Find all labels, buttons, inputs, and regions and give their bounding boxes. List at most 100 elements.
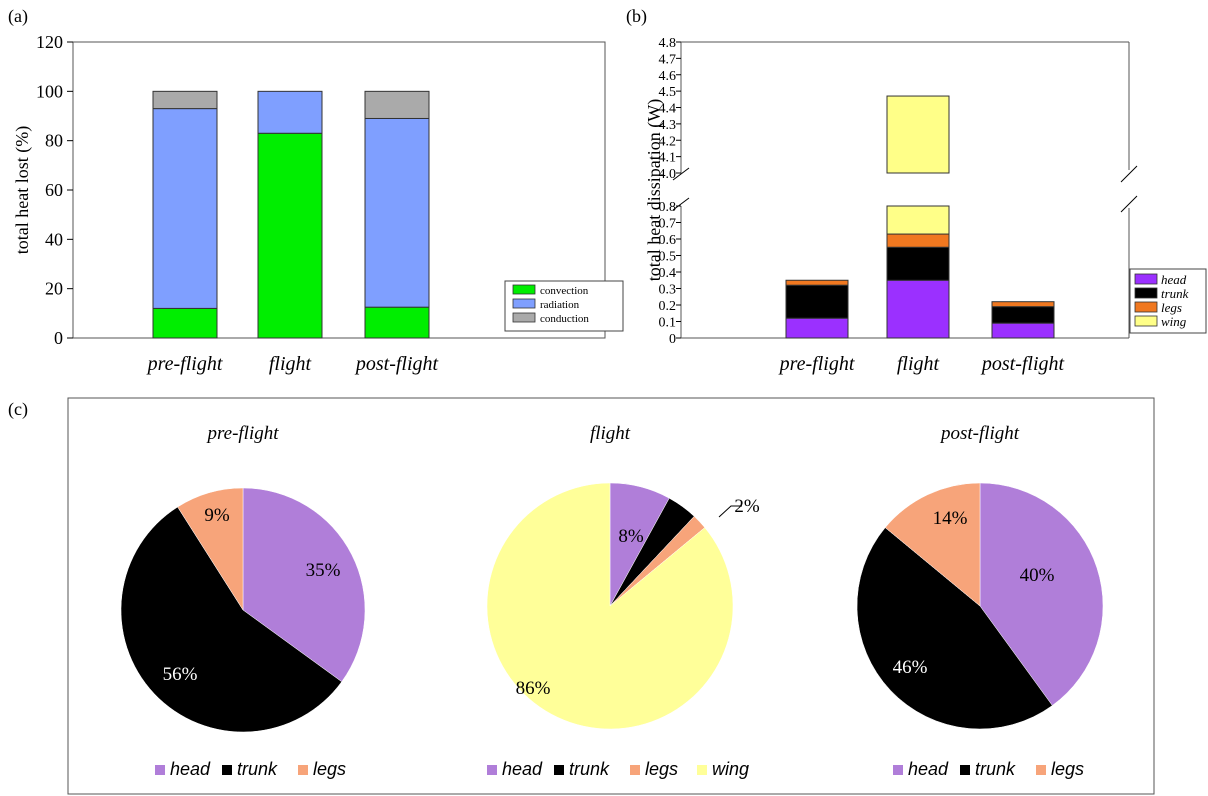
chart-b: 4.04.1 4.24.34.4 4.54.6 4.74.8 00.1 0.20.3 0.4… <box>644 36 1207 375</box>
pie-panel-frame <box>67 397 1155 795</box>
bar-trunk-pre-flight <box>785 284 849 319</box>
pie-label-head: 35% <box>306 560 341 581</box>
y-tick-label-lower-b: 0 <box>669 332 676 347</box>
pie-label-trunk: 56% <box>163 664 198 685</box>
legend-label-legs: legs <box>313 759 346 779</box>
legend-swatch-head <box>487 765 497 775</box>
pie-label-trunk: 4% <box>683 484 709 505</box>
x-tick-label-b: pre-flight <box>778 353 855 375</box>
pie-label-head: 8% <box>618 526 644 547</box>
legend-swatch-trunk <box>960 765 970 775</box>
bar-wing-flight-upper <box>886 95 950 174</box>
legend-label-legs: legs <box>1161 300 1182 315</box>
x-tick-label-a: flight <box>269 353 312 375</box>
y-tick-label-lower-b: 0.4 <box>659 266 677 281</box>
y-tick-label-upper-b: 4.1 <box>659 151 677 166</box>
axis-break-mark-right <box>1120 195 1138 213</box>
legend-label-head: head <box>1161 272 1187 287</box>
pie-slice-head <box>979 482 1104 706</box>
chart-c: pre-flight 35% 56% 9% head trunk legs flight 8% 4… <box>67 397 1155 795</box>
y-tick-label-lower-b: 0.8 <box>659 200 677 215</box>
legend-label-radiation: radiation <box>540 299 580 311</box>
bar-conduction-pre-flight <box>152 90 218 110</box>
y-tick-label-upper-b: 4.8 <box>659 36 677 51</box>
bar-convection-pre-flight <box>152 307 218 339</box>
legend-label-legs: legs <box>645 759 678 779</box>
y-tick-label-upper-b: 4.6 <box>659 69 677 84</box>
pie-pre-flight: pre-flight 35% 56% 9% head trunk legs <box>120 423 366 779</box>
bar-trunk-post-flight <box>991 306 1055 324</box>
pie-label-trunk: 46% <box>893 657 928 678</box>
pie-label-legs: 14% <box>933 508 968 529</box>
y-tick-label-lower-b: 0.3 <box>659 283 677 298</box>
bar-head-post-flight <box>991 322 1055 339</box>
pie-label-legs: 2% <box>734 496 760 517</box>
axis-break-mark-right <box>1120 165 1138 183</box>
pie-slice-legs <box>177 487 244 611</box>
y-axis-label-a: total heat lost (%) <box>12 126 33 254</box>
y-tick-label-lower-b: 0.2 <box>659 299 677 314</box>
pie-slice-wing <box>486 482 734 730</box>
bar-radiation-flight <box>257 90 323 134</box>
chart-a: 0 20 40 60 80 100 120 total heat lost (%) pre-fl… <box>12 32 624 375</box>
legend-swatch-radiation <box>512 298 536 309</box>
legend-swatch-wing <box>697 765 707 775</box>
pie-label-head: 40% <box>1020 565 1055 586</box>
pie-label-wing: 86% <box>516 678 551 699</box>
legend-swatch-trunk <box>222 765 232 775</box>
bar-head-flight <box>886 279 950 339</box>
y-tick-label-upper-b: 4.3 <box>659 118 677 133</box>
y-tick-label-upper-b: 4.4 <box>659 102 677 117</box>
x-tick-label-a: pre-flight <box>146 353 223 375</box>
legend-swatch-head <box>155 765 165 775</box>
bar-trunk-flight <box>886 246 950 281</box>
y-tick-label-upper-b: 4.5 <box>659 85 677 100</box>
legend-swatch-head <box>1134 273 1158 285</box>
legend-swatch-legs <box>298 765 308 775</box>
y-tick-label-a: 60 <box>45 180 63 200</box>
panel-label-b: (b) <box>626 6 647 27</box>
y-tick-label-lower-b: 0.6 <box>659 233 677 248</box>
y-tick-label-upper-b: 4.7 <box>659 52 677 67</box>
legend-label-head: head <box>170 759 211 779</box>
pie-post-flight: post-flight 40% 46% 14% head trunk legs <box>856 423 1104 779</box>
bar-legs-pre-flight <box>785 279 849 286</box>
x-tick-label-b: flight <box>897 353 940 375</box>
legend-swatch-trunk <box>554 765 564 775</box>
y-tick-label-upper-b: 4.0 <box>659 167 677 182</box>
axis-break-mark-left <box>672 167 690 181</box>
legend-label-head: head <box>908 759 949 779</box>
y-tick-label-a: 80 <box>45 131 63 151</box>
legend-label-wing: wing <box>1161 314 1187 329</box>
bar-radiation-pre-flight <box>152 108 218 309</box>
pie-label-legs: 9% <box>204 505 230 526</box>
y-tick-label-a: 100 <box>36 81 63 101</box>
legend-label-conduction: conduction <box>540 313 589 325</box>
bar-radiation-post-flight <box>364 117 430 308</box>
legend-swatch-convection <box>512 284 536 295</box>
bar-legs-post-flight <box>991 301 1055 308</box>
pie-slice-trunk <box>856 527 1053 730</box>
y-tick-label-a: 40 <box>45 229 63 249</box>
y-tick-label-lower-b: 0.5 <box>659 250 677 265</box>
pie-title: flight <box>590 423 631 444</box>
pie-slice-legs <box>884 482 981 607</box>
y-tick-label-a: 20 <box>45 279 63 299</box>
bar-head-pre-flight <box>785 317 849 339</box>
bar-wing-flight <box>886 205 950 235</box>
legend-label-trunk: trunk <box>975 759 1016 779</box>
pie-slice-head <box>242 487 366 683</box>
pie-title: post-flight <box>939 423 1020 444</box>
legend-swatch-head <box>893 765 903 775</box>
axis-break-mark-left <box>672 197 690 211</box>
y-tick-label-a: 120 <box>36 32 63 52</box>
legend-swatch-wing <box>1134 315 1158 327</box>
bar-conduction-post-flight <box>364 90 430 119</box>
bar-legs-flight <box>886 233 950 248</box>
legend-label-wing: wing <box>712 759 749 779</box>
legend-swatch-legs <box>1134 301 1158 313</box>
legend-swatch-conduction <box>512 312 536 323</box>
legend-label-trunk: trunk <box>1161 286 1189 301</box>
legend-swatch-legs <box>630 765 640 775</box>
legend-swatch-trunk <box>1134 287 1158 299</box>
